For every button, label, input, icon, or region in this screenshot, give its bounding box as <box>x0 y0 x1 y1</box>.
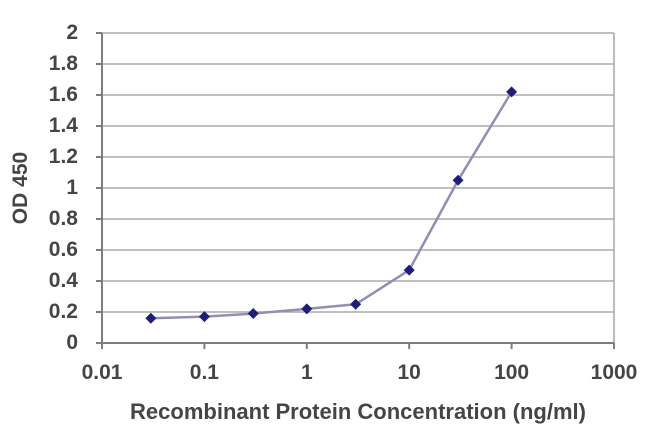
data-point-marker <box>506 86 518 98</box>
x-tick-label: 0.01 <box>81 361 123 384</box>
data-point-marker <box>145 312 157 324</box>
x-tick-label: 100 <box>494 361 530 384</box>
y-tick-label: 0.2 <box>48 300 78 323</box>
y-tick-label: 1 <box>66 176 78 199</box>
y-tick-label: 0 <box>66 331 78 354</box>
y-tick-label: 0.4 <box>48 269 78 292</box>
y-tick-label: 2 <box>66 21 78 44</box>
y-tick-label: 1.8 <box>48 52 78 75</box>
y-tick-label: 1.2 <box>48 145 78 168</box>
y-tick-label: 0.8 <box>48 207 78 230</box>
data-point-marker <box>350 298 362 310</box>
data-point-marker <box>198 311 210 323</box>
y-tick-label: 1.6 <box>48 83 78 106</box>
x-tick-label: 1000 <box>590 361 638 384</box>
x-tick-label: 10 <box>397 361 421 384</box>
x-tick-label: 1 <box>300 361 313 384</box>
y-tick-label: 1.4 <box>48 114 78 137</box>
x-tick-label: 0.1 <box>189 361 219 384</box>
x-axis-title: Recombinant Protein Concentration (ng/ml… <box>130 399 586 424</box>
data-point-marker <box>301 303 313 315</box>
data-point-marker <box>452 174 464 186</box>
series-line <box>150 91 513 320</box>
y-tick-label: 0.6 <box>48 238 78 261</box>
y-axis-title: OD 450 <box>9 151 32 225</box>
data-point-marker <box>247 308 259 320</box>
data-point-marker <box>403 264 415 276</box>
